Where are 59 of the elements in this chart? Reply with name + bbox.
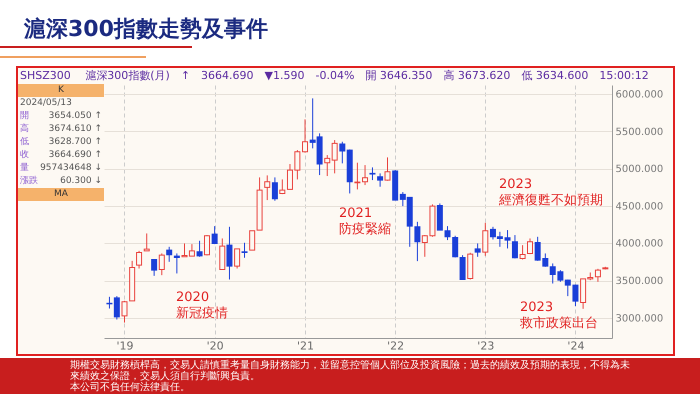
candlestick (242, 242, 248, 258)
y-tick-label: 6000.000 (616, 89, 664, 100)
y-tick-label: 3000.000 (616, 313, 664, 324)
text: 量 957434648 ↓ (20, 163, 102, 173)
candlestick (144, 232, 150, 252)
text: K (18, 84, 104, 97)
text: 開 3654.050 ↑ (20, 111, 102, 121)
candlestick (520, 244, 526, 260)
x-tick-label: '22 (387, 340, 404, 352)
candlestick (196, 240, 203, 258)
candlestick (212, 226, 218, 245)
candlestick (377, 172, 384, 188)
text: 漲跌 60.300 ↓ (20, 176, 102, 186)
candlestick (249, 230, 256, 251)
candlestick (369, 166, 376, 181)
text: 2024/05/13 (19, 97, 73, 110)
text: 收 3664.690 ↑ (20, 150, 102, 160)
x-tick-label: '24 (567, 340, 584, 352)
x-tick-label: '20 (206, 340, 224, 352)
candlestick (174, 252, 180, 274)
candlestick (136, 250, 142, 270)
candlestick (204, 234, 210, 256)
annotation: 2021 防疫緊縮 (339, 206, 391, 238)
chart-subtitle: SHSZ300 滬深300指數(月) ↑ 3664.690 ▼1.590 -0.04% 開 3646.350 高 3673.620 低 3634.600 15:00:12 (20, 68, 649, 83)
candlestick (151, 258, 158, 276)
y-tick-label: 5000.000 (616, 164, 664, 176)
candlestick (512, 234, 518, 259)
x-tick-label: '19 (116, 340, 134, 352)
candlestick (158, 252, 165, 276)
candlestick (122, 300, 128, 324)
y-tick-label: 4500.000 (616, 201, 664, 212)
text: 本公司不負任何法律責任。 (70, 382, 191, 393)
candlestick (534, 236, 541, 262)
annotation: 2023 經濟復甦不如預期 (499, 177, 603, 209)
candlestick (482, 222, 488, 256)
candlestick (264, 174, 270, 201)
candlestick (166, 246, 172, 262)
chart-title: 滬深300指數走勢及事件 (24, 16, 268, 44)
y-tick-label: 3500.000 (616, 276, 664, 288)
candlestick (272, 176, 278, 202)
candlestick (226, 226, 232, 280)
candlestick (414, 221, 420, 262)
candlestick (550, 262, 556, 284)
text: 高 3674.610 ↑ (20, 124, 102, 134)
candlestick (384, 156, 391, 182)
candlestick (219, 238, 226, 270)
x-tick-label: '23 (477, 340, 494, 352)
text: MA (18, 188, 104, 201)
candlestick (527, 238, 534, 255)
text: 期權交易財務槓桿高，交易人請慎重考量自身財務能力，並留意控管個人部位及投資風險；過去的績效及預期的表現，不得為未來績效之保證，交易人須自行判斷興負責。 (70, 360, 630, 382)
candlestick (542, 252, 548, 268)
candlestick (234, 248, 240, 270)
x-tick-label: '21 (297, 340, 314, 352)
text: 低 3628.700 ↑ (20, 137, 102, 147)
annotation: 2020 新冠疫情 (176, 290, 228, 322)
y-tick-label: 4000.000 (616, 238, 664, 250)
candlestick (474, 242, 481, 258)
y-tick-label: 5500.000 (616, 126, 664, 138)
annotation: 2023 救市政策出台 (520, 300, 598, 332)
